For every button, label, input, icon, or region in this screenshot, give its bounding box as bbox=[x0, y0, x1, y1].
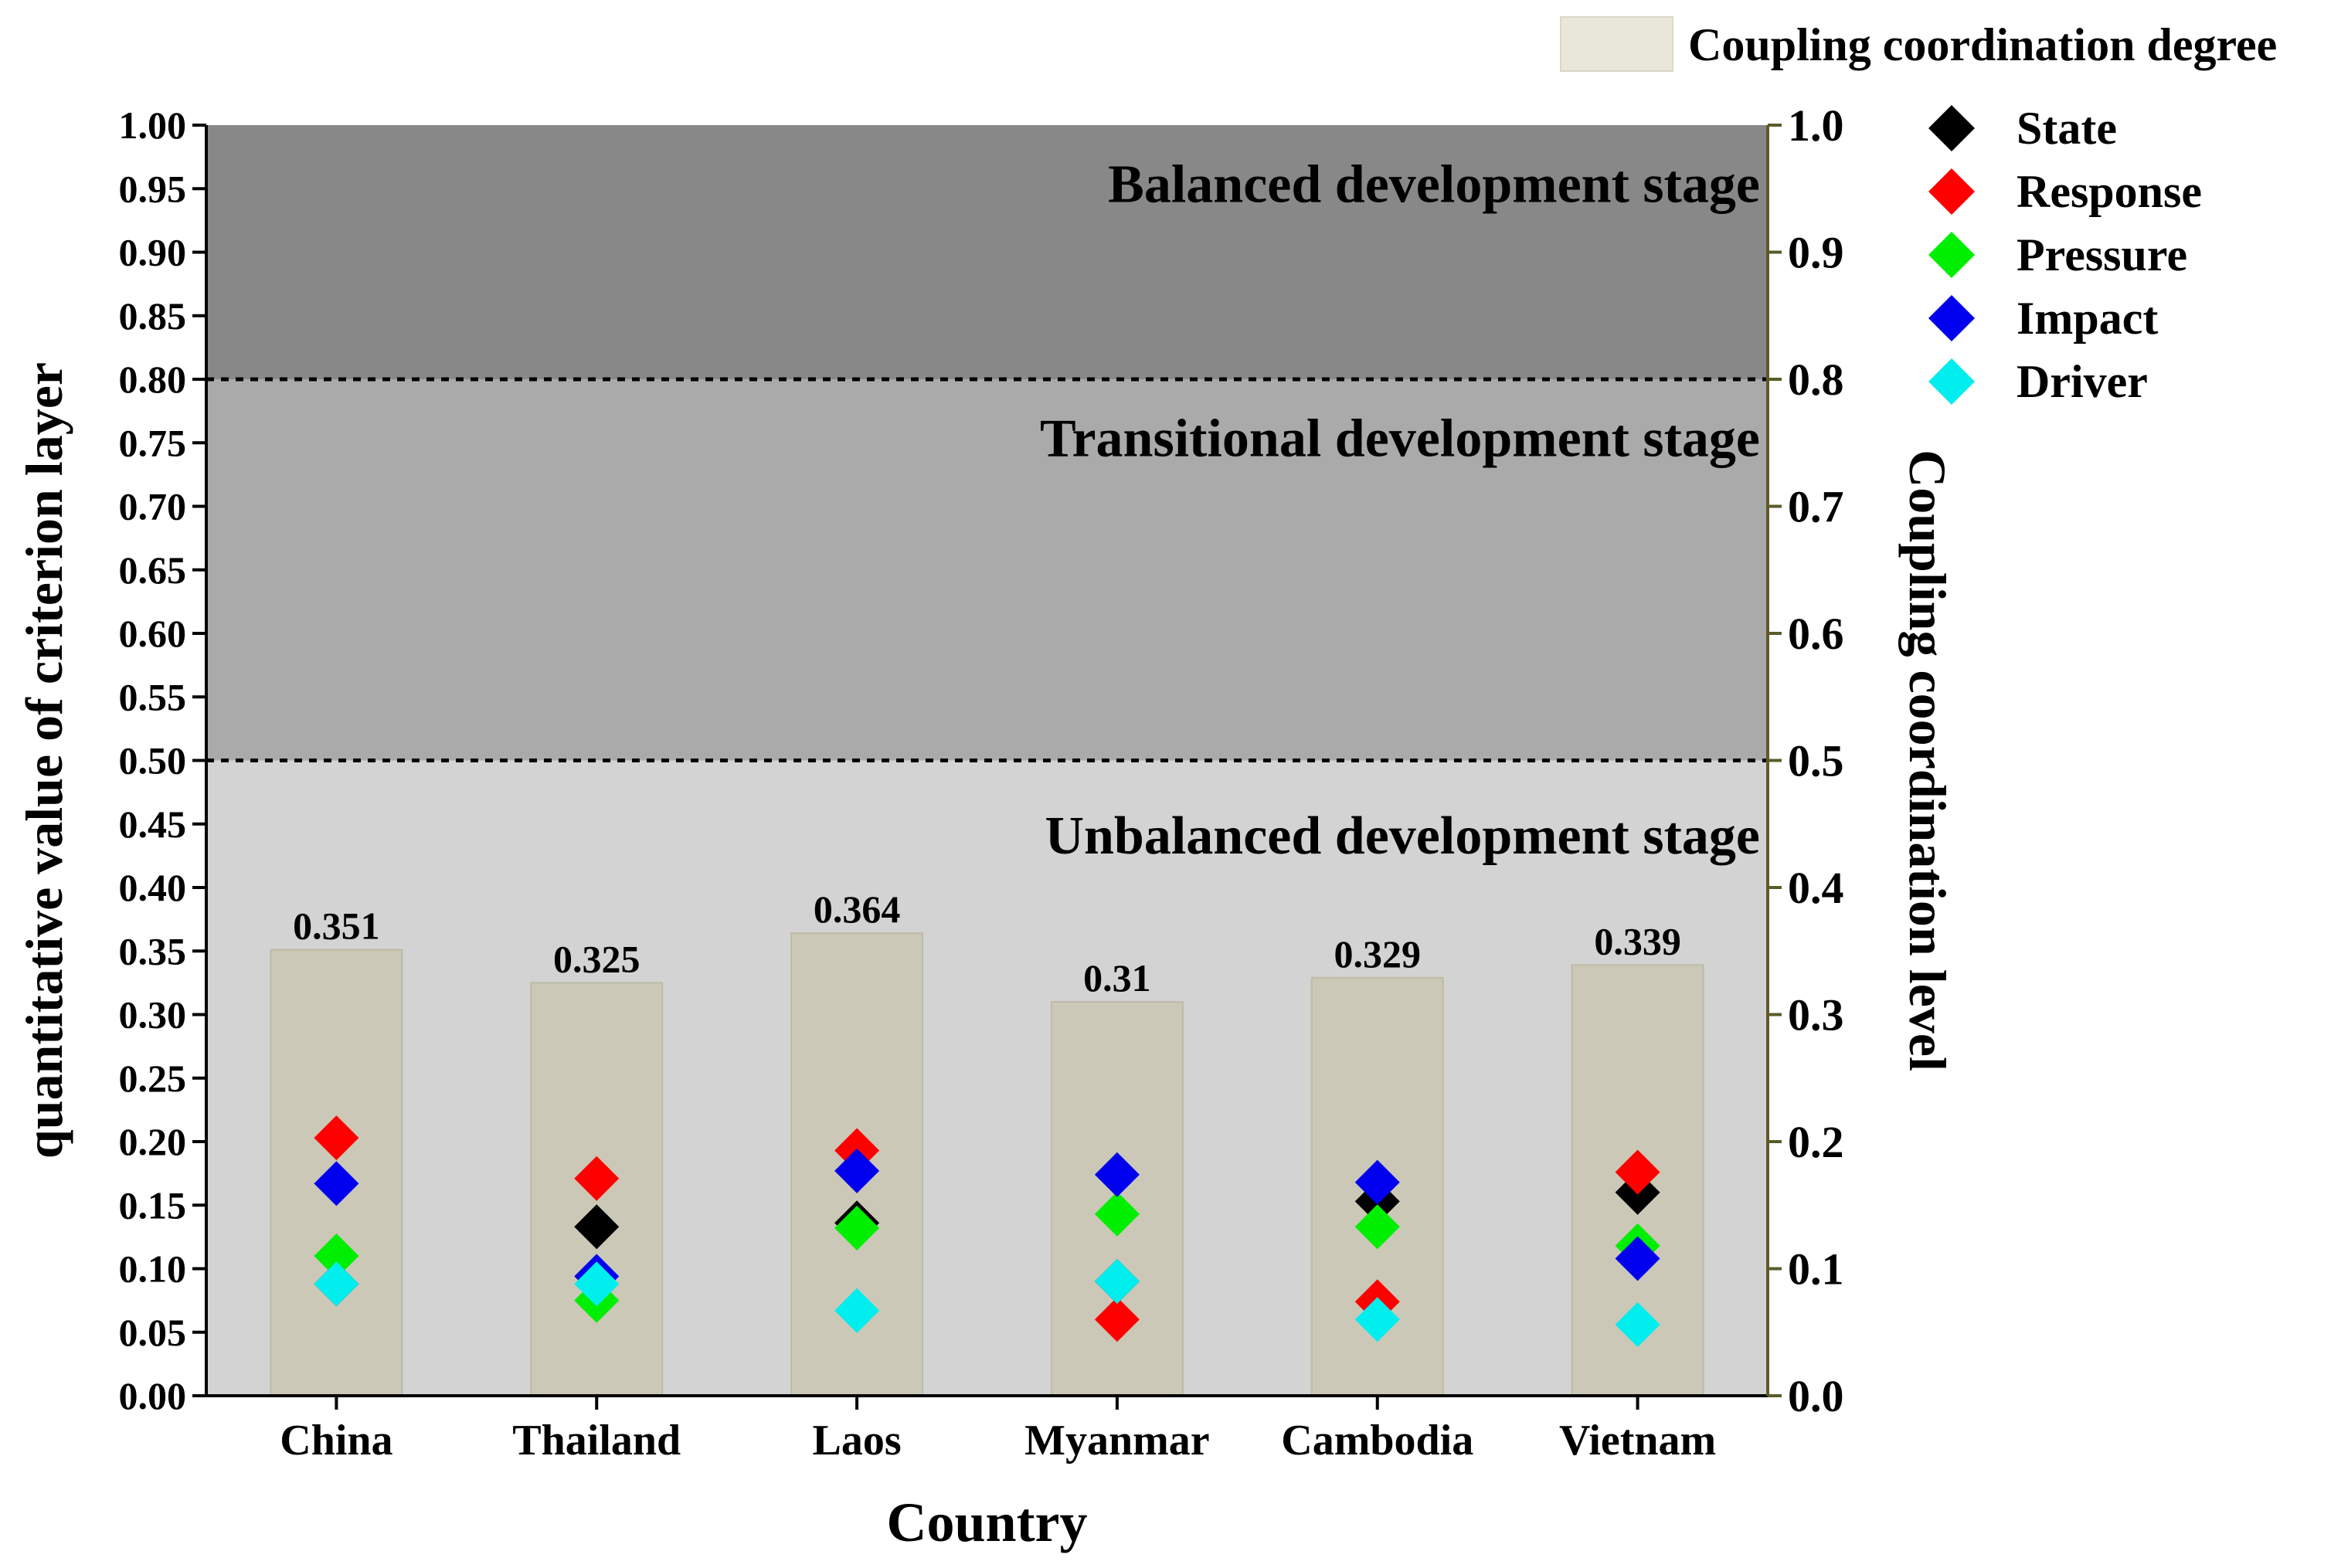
y-tick-label: 0.00 bbox=[119, 1374, 187, 1417]
stage-label-transitional-development-stage: Transitional development stage bbox=[1040, 409, 1760, 468]
stage-band-unbalanced-development-stage bbox=[206, 760, 1768, 1396]
y-right-tick-label: 0.4 bbox=[1788, 863, 1844, 913]
y-right-tick-label: 0.7 bbox=[1788, 482, 1844, 532]
y-right-tick-label: 0.9 bbox=[1788, 228, 1844, 278]
y-right-tick-label: 0.6 bbox=[1788, 609, 1844, 659]
axes: 0.00 0.05 0.10 0.15 0.20 0.25 0.30 0.35 0.40 0.45… bbox=[119, 100, 1844, 1464]
legend-label-impact: Impact bbox=[2017, 293, 2158, 344]
y-tick-label: 1.00 bbox=[119, 104, 187, 147]
y-tick-label: 0.10 bbox=[119, 1247, 187, 1291]
marker-impact-vietnam bbox=[1615, 1236, 1660, 1281]
y-tick-label: 0.20 bbox=[119, 1120, 187, 1163]
y-right-tick-label: 1.0 bbox=[1788, 100, 1844, 151]
stage-bands bbox=[206, 125, 1768, 1396]
legend-label-coupling-coordination-degree: Coupling coordination degree bbox=[1688, 19, 2277, 70]
y-right-tick-label: 0.1 bbox=[1788, 1244, 1844, 1295]
y-tick-label: 0.35 bbox=[119, 929, 187, 972]
x-tick-label-cambodia: Cambodia bbox=[1281, 1417, 1473, 1464]
y-tick-label: 0.55 bbox=[119, 675, 187, 718]
y-tick-label: 0.25 bbox=[119, 1057, 187, 1100]
y-axis-title: quantitative value of criterion layer bbox=[15, 362, 73, 1159]
legend-marker-state bbox=[1928, 105, 1975, 151]
x-tick-label-china: China bbox=[280, 1417, 392, 1464]
bar-value-label-cambodia: 0.329 bbox=[1334, 932, 1422, 976]
stage-band-transitional-development-stage bbox=[206, 379, 1768, 761]
x-tick-label-vietnam: Vietnam bbox=[1559, 1417, 1716, 1464]
y-tick-label: 0.90 bbox=[119, 231, 187, 274]
marker-pressure-laos bbox=[834, 1205, 880, 1251]
marker-response-thailand bbox=[574, 1156, 620, 1201]
marker-state-thailand bbox=[574, 1204, 620, 1250]
legend-label-pressure: Pressure bbox=[2017, 229, 2187, 280]
legend-marker-pressure bbox=[1928, 232, 1975, 278]
y-tick-label: 0.30 bbox=[119, 993, 187, 1037]
y-axis-right-title: Coupling coordination level bbox=[1898, 450, 1957, 1071]
stage-label-unbalanced-development-stage: Unbalanced development stage bbox=[1045, 806, 1760, 866]
y-tick-label: 0.70 bbox=[119, 485, 187, 528]
marker-driver-thailand bbox=[574, 1261, 620, 1307]
legend-label-state: State bbox=[2017, 103, 2117, 154]
marker-driver-myanmar bbox=[1094, 1258, 1140, 1304]
legend-marker-impact bbox=[1928, 295, 1975, 341]
stage-boundary-lines bbox=[206, 377, 1768, 762]
y-right-tick-label: 0.5 bbox=[1788, 736, 1844, 786]
marker-pressure-china bbox=[314, 1234, 359, 1279]
marker-driver-laos bbox=[834, 1288, 880, 1333]
markers-layer bbox=[314, 1115, 1660, 1347]
marker-pressure-cambodia bbox=[1354, 1204, 1400, 1250]
y-tick-label: 0.60 bbox=[119, 612, 187, 655]
marker-pressure-myanmar bbox=[1094, 1191, 1140, 1237]
legend-label-response: Response bbox=[2017, 166, 2202, 217]
y-tick-label: 0.75 bbox=[119, 421, 187, 464]
legend-marker-response bbox=[1928, 168, 1975, 215]
bar-value-label-laos: 0.364 bbox=[814, 888, 901, 931]
marker-response-myanmar bbox=[1094, 1297, 1140, 1342]
marker-impact-china bbox=[314, 1161, 359, 1207]
y-tick-label: 0.50 bbox=[119, 739, 187, 782]
marker-response-china bbox=[314, 1115, 359, 1161]
stage-label-balanced-development-stage: Balanced development stage bbox=[1108, 154, 1760, 214]
marker-driver-china bbox=[314, 1261, 359, 1307]
marker-impact-myanmar bbox=[1094, 1152, 1140, 1197]
legend-marker-driver bbox=[1928, 358, 1975, 405]
y-tick-label: 0.85 bbox=[119, 294, 187, 338]
y-right-tick-label: 0.2 bbox=[1788, 1117, 1844, 1167]
bar-value-label-thailand: 0.325 bbox=[553, 937, 640, 980]
marker-driver-vietnam bbox=[1615, 1302, 1660, 1347]
y-tick-label: 0.15 bbox=[119, 1183, 187, 1227]
y-right-tick-label: 0.3 bbox=[1788, 990, 1844, 1040]
marker-impact-cambodia bbox=[1354, 1159, 1400, 1205]
legend: Coupling coordination degree State Respons… bbox=[1560, 16, 2277, 407]
y-tick-label: 0.95 bbox=[119, 167, 187, 210]
y-right-tick-label: 0.8 bbox=[1788, 355, 1844, 405]
marker-impact-laos bbox=[834, 1148, 880, 1193]
y-tick-label: 0.65 bbox=[119, 548, 187, 592]
x-axis-title: Country bbox=[886, 1492, 1087, 1553]
y-tick-label: 0.40 bbox=[119, 866, 187, 909]
bar-value-label-myanmar: 0.31 bbox=[1083, 956, 1151, 1000]
y-tick-label: 0.05 bbox=[119, 1311, 187, 1354]
x-tick-label-laos: Laos bbox=[813, 1417, 902, 1464]
y-right-tick-label: 0.0 bbox=[1788, 1371, 1844, 1421]
marker-driver-cambodia bbox=[1354, 1297, 1400, 1342]
bar-china bbox=[270, 949, 403, 1397]
marker-response-vietnam bbox=[1615, 1149, 1660, 1195]
legend-label-driver: Driver bbox=[2017, 356, 2148, 407]
stage-band-balanced-development-stage bbox=[206, 125, 1768, 379]
bars-layer: 0.351 0.325 0.364 0.31 0.329 0.339 bbox=[270, 888, 1704, 1397]
stage-labels: Unbalanced development stage Transitional… bbox=[1040, 154, 1760, 866]
x-tick-label-thailand: Thailand bbox=[512, 1417, 681, 1464]
x-tick-label-myanmar: Myanmar bbox=[1024, 1417, 1210, 1464]
y-tick-label: 0.80 bbox=[119, 358, 187, 401]
legend-swatch-coupling-coordination-degree bbox=[1560, 16, 1673, 72]
bar-value-label-china: 0.351 bbox=[293, 904, 380, 948]
y-tick-label: 0.45 bbox=[119, 803, 187, 846]
bar-value-label-vietnam: 0.339 bbox=[1594, 919, 1681, 962]
